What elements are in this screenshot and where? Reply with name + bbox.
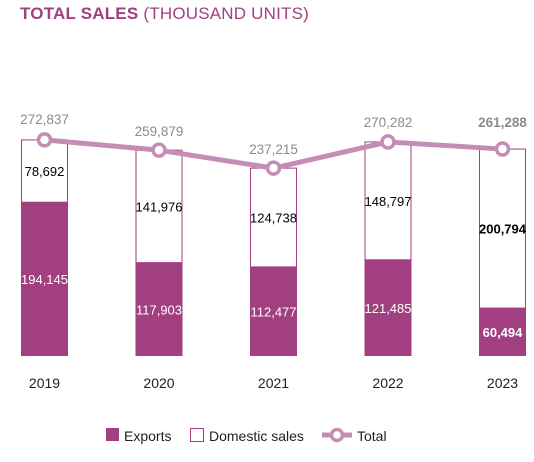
label-domestic-2021: 124,738 <box>250 211 297 226</box>
tick-label-2023: 2023 <box>487 375 518 391</box>
label-domestic-2023: 200,794 <box>479 222 527 237</box>
legend-label-domestic: Domestic sales <box>209 428 304 444</box>
label-exports-2021: 112,477 <box>250 304 296 319</box>
total-point-2022 <box>380 134 396 150</box>
label-exports-2019: 194,145 <box>21 272 68 287</box>
total-point-2021 <box>265 160 282 176</box>
bar-exports-2019 <box>21 202 68 356</box>
total-point-2019 <box>36 132 53 148</box>
label-domestic-2020: 141,976 <box>136 199 183 214</box>
tick-label-2020: 2020 <box>143 375 174 391</box>
total-point-2020 <box>151 142 167 158</box>
bar-domestic-2020 <box>135 149 183 264</box>
label-total-2023: 261,288 <box>478 115 527 130</box>
legend-label-total: Total <box>357 428 387 444</box>
bar-domestic-2022 <box>364 141 412 261</box>
bar-exports-2022 <box>364 259 412 356</box>
bar-exports-2020 <box>135 262 183 356</box>
label-total-2022: 270,282 <box>364 115 413 130</box>
bar-domestic-2019 <box>21 139 68 203</box>
total-point-2023 <box>494 141 511 157</box>
label-total-2019: 272,837 <box>20 112 69 127</box>
legend-swatch-total-marker <box>329 427 345 443</box>
label-exports-2020: 117,903 <box>136 302 182 317</box>
label-total-2021: 237,215 <box>249 142 298 157</box>
label-domestic-2022: 148,797 <box>365 194 412 209</box>
label-domestic-2019: 78,692 <box>25 164 65 179</box>
label-total-2020: 259,879 <box>135 124 184 139</box>
tick-label-2022: 2022 <box>372 375 403 391</box>
label-exports-2022: 121,485 <box>365 301 412 316</box>
legend-swatch-exports <box>106 428 119 441</box>
label-exports-2023: 60,494 <box>483 325 524 340</box>
chart-title-main: TOTAL SALES <box>20 4 139 23</box>
bar-exports-2023 <box>479 308 526 356</box>
legend-swatch-domestic <box>190 428 204 442</box>
bar-exports-2021 <box>250 266 297 356</box>
chart-title-unit: (THOUSAND UNITS) <box>143 4 310 23</box>
chart-title: TOTAL SALES (THOUSAND UNITS) <box>20 4 309 24</box>
tick-label-2019: 2019 <box>29 375 60 391</box>
tick-label-2021: 2021 <box>258 375 289 391</box>
legend-label-exports: Exports <box>124 428 171 444</box>
